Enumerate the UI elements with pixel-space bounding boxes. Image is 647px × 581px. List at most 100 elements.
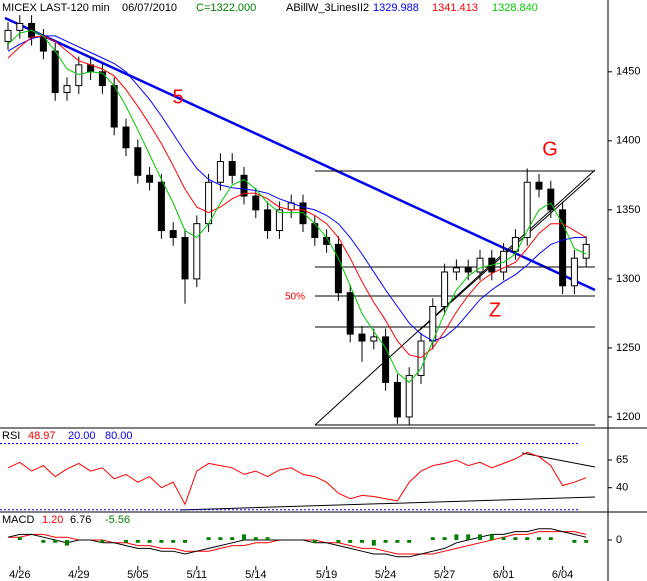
- histogram-bar: [265, 537, 270, 540]
- candle-body: [169, 230, 177, 238]
- candle-body: [4, 29, 12, 42]
- x-tick-label: 5/19: [316, 569, 337, 581]
- legend-entry: 1329.988: [373, 2, 419, 14]
- histogram-bar: [171, 540, 176, 543]
- histogram-bar: [312, 540, 317, 543]
- histogram-bar: [371, 540, 376, 546]
- histogram-bar: [430, 537, 435, 540]
- close-label: C=1322.000: [196, 2, 256, 14]
- legend-entry: 1.20: [42, 514, 63, 526]
- candle-body: [523, 181, 531, 238]
- histogram-bar: [147, 540, 152, 543]
- candle-body: [39, 36, 47, 52]
- histogram-bar: [454, 534, 459, 540]
- candle-body: [334, 243, 342, 294]
- series-line: [7, 29, 587, 384]
- candle-body: [51, 50, 59, 94]
- y-tick-label: 1350: [616, 204, 640, 216]
- histogram-bar: [442, 537, 447, 540]
- histogram-bar: [548, 537, 553, 540]
- y-tick-label: 1400: [616, 135, 640, 147]
- candle-body: [464, 267, 472, 273]
- annotation: G: [542, 138, 558, 160]
- y-tick-label: 1250: [616, 342, 640, 354]
- candle-body: [110, 85, 118, 128]
- candle-body: [122, 126, 130, 149]
- x-tick-label: 4/29: [68, 569, 89, 581]
- x-tick-label: 6/04: [552, 569, 573, 581]
- legend-entry: 1341.413: [432, 2, 478, 14]
- candle-body: [547, 188, 555, 211]
- histogram-bar: [525, 537, 530, 540]
- date-label: 06/07/2010: [122, 2, 177, 14]
- chart-title: MICEX LAST-120 min: [2, 2, 110, 14]
- candle-body: [264, 209, 272, 232]
- histogram-bar: [41, 540, 46, 543]
- histogram-bar: [537, 537, 541, 540]
- candle-body: [358, 333, 366, 342]
- candle-body: [370, 336, 378, 342]
- y-tick-label: 0: [616, 534, 622, 546]
- x-tick-label: 5/27: [434, 569, 455, 581]
- candle-body: [346, 292, 354, 335]
- candle-body: [559, 209, 567, 287]
- histogram-bar: [17, 537, 22, 540]
- x-tick-label: 5/11: [187, 569, 208, 581]
- annotation: 5: [172, 86, 183, 108]
- candle-body: [157, 181, 165, 232]
- series-line: [7, 35, 587, 342]
- histogram-bar: [501, 537, 506, 540]
- candle-body: [193, 223, 201, 280]
- candle-body: [63, 85, 71, 94]
- histogram-bar: [100, 540, 105, 543]
- x-tick-label: 5/14: [245, 569, 266, 581]
- level-label: 20.00: [68, 430, 96, 442]
- candle-body: [382, 336, 390, 383]
- histogram-bar: [206, 537, 211, 540]
- y-tick-label: 65: [616, 454, 628, 466]
- histogram-bar: [53, 540, 58, 543]
- histogram-bar: [513, 537, 518, 540]
- trend-line: [4, 16, 596, 292]
- candle-body: [441, 271, 449, 308]
- candle-body: [570, 257, 578, 287]
- legend-entry: 6.76: [70, 514, 91, 526]
- y-tick-label: 1450: [616, 66, 640, 78]
- series-line: [7, 451, 587, 506]
- candle-body: [98, 71, 106, 87]
- candle-body: [275, 209, 283, 232]
- histogram-bar: [478, 534, 482, 540]
- candle-body: [228, 161, 236, 176]
- histogram-bar: [159, 540, 164, 543]
- series-line: [7, 35, 587, 359]
- histogram-bar: [218, 537, 223, 540]
- histogram-bar: [395, 540, 400, 543]
- candle-body: [216, 161, 224, 183]
- histogram-bar: [124, 540, 128, 543]
- candle-body: [16, 22, 24, 31]
- histogram-bar: [253, 537, 258, 540]
- histogram-bar: [466, 534, 471, 540]
- histogram-bar: [336, 540, 341, 543]
- candle-body: [405, 375, 413, 418]
- candle-body: [511, 236, 519, 252]
- channel-line: [314, 169, 596, 426]
- histogram-bar: [584, 540, 589, 543]
- annotation: 50%: [285, 292, 305, 303]
- histogram-bar: [348, 540, 353, 543]
- candle-body: [500, 250, 508, 273]
- x-tick-label: 5/05: [127, 569, 148, 581]
- histogram-bar: [360, 540, 364, 543]
- legend-entry: 1328.840: [492, 2, 538, 14]
- candle-body: [299, 202, 307, 225]
- legend-entry: 48.97: [28, 430, 56, 442]
- drawings: [4, 16, 596, 511]
- histogram-bar: [489, 534, 494, 540]
- histogram-bar: [183, 540, 187, 543]
- histogram-bar: [407, 540, 412, 543]
- y-tick-label: 1300: [616, 273, 640, 285]
- y-tick-label: 40: [616, 482, 628, 494]
- panel-title: MACD: [2, 514, 34, 526]
- legend-entry: -5.56: [105, 514, 130, 526]
